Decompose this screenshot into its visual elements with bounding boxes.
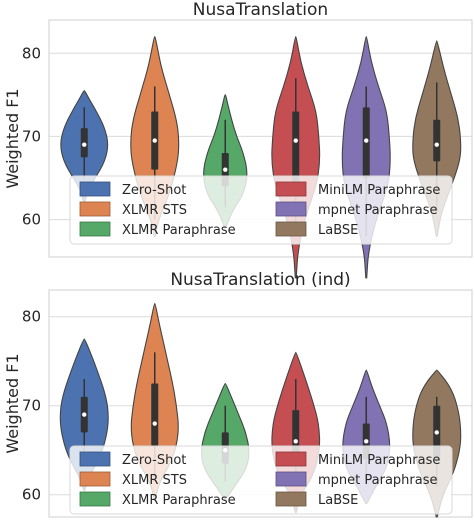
legend-entry: XLMR Paraphrase xyxy=(122,223,236,238)
legend-entry: XLMR STS xyxy=(122,473,187,488)
violin-median-marker xyxy=(223,167,228,172)
violin-median-marker xyxy=(293,439,298,444)
y-axis-label: Weighted F1 xyxy=(3,88,22,188)
legend-swatch xyxy=(275,201,307,217)
chart-panel-1: 60 70 80 NusaTranslation Weighted F1 Zero-Sho… xyxy=(3,0,473,279)
legend-swatch xyxy=(275,221,307,237)
y-tick-label: 80 xyxy=(22,308,41,326)
y-axis-label: Weighted F1 xyxy=(3,353,22,453)
legend-entry: XLMR Paraphrase xyxy=(122,493,236,508)
violin-median-marker xyxy=(434,142,439,147)
legend-entry: MiniLM Paraphrase xyxy=(318,183,440,198)
legend-swatch xyxy=(79,471,111,487)
violin-median-marker xyxy=(82,142,87,147)
violin-median-marker xyxy=(293,138,298,143)
chart-panel-2: 60 70 80 NusaTranslation (ind) Weighted F1 Ze… xyxy=(3,270,473,518)
legend: Zero-Shot XLMR STS XLMR Paraphrase MiniLM P… xyxy=(69,175,453,245)
legend-swatch xyxy=(275,181,307,197)
chart-title: NusaTranslation xyxy=(193,0,328,20)
legend-entry: MiniLM Paraphrase xyxy=(318,453,440,468)
legend-swatch xyxy=(275,491,307,507)
legend-swatch xyxy=(79,201,111,217)
violin-median-marker xyxy=(434,430,439,435)
y-tick-label: 80 xyxy=(22,44,41,62)
violin-iqr-box xyxy=(151,383,159,446)
violin-iqr-box xyxy=(433,119,441,162)
legend-swatch xyxy=(275,451,307,467)
legend-entry: mpnet Paraphrase xyxy=(318,473,438,488)
y-tick-label: 70 xyxy=(22,127,41,145)
y-tick-label: 60 xyxy=(22,486,41,504)
legend-entry: mpnet Paraphrase xyxy=(318,203,438,218)
y-tick-label: 70 xyxy=(22,397,41,415)
violin-iqr-box xyxy=(292,111,300,183)
legend-box xyxy=(69,445,453,515)
chart-title: NusaTranslation (ind) xyxy=(170,270,350,290)
violin-median-marker xyxy=(152,138,157,143)
legend-entry: XLMR STS xyxy=(122,203,187,218)
legend-swatch xyxy=(79,181,111,197)
violin-median-marker xyxy=(152,421,157,426)
legend-entry: Zero-Shot xyxy=(122,453,186,468)
y-tick-label: 60 xyxy=(22,211,41,229)
legend-entry: Zero-Shot xyxy=(122,183,186,198)
legend-entry: LaBSE xyxy=(318,493,358,508)
legend-box xyxy=(69,175,453,245)
violin-median-marker xyxy=(364,439,369,444)
legend-entry: LaBSE xyxy=(318,223,358,238)
legend-swatch xyxy=(79,491,111,507)
plot-frame xyxy=(48,19,473,258)
violin-zero-shot xyxy=(60,90,109,204)
legend-swatch xyxy=(79,221,111,237)
legend-swatch xyxy=(79,451,111,467)
plot-frame xyxy=(48,289,473,518)
violin-median-marker xyxy=(364,138,369,143)
legend: Zero-Shot XLMR STS XLMR Paraphrase MiniLM P… xyxy=(69,445,453,515)
violin-median-marker xyxy=(82,412,87,417)
legend-swatch xyxy=(275,471,307,487)
